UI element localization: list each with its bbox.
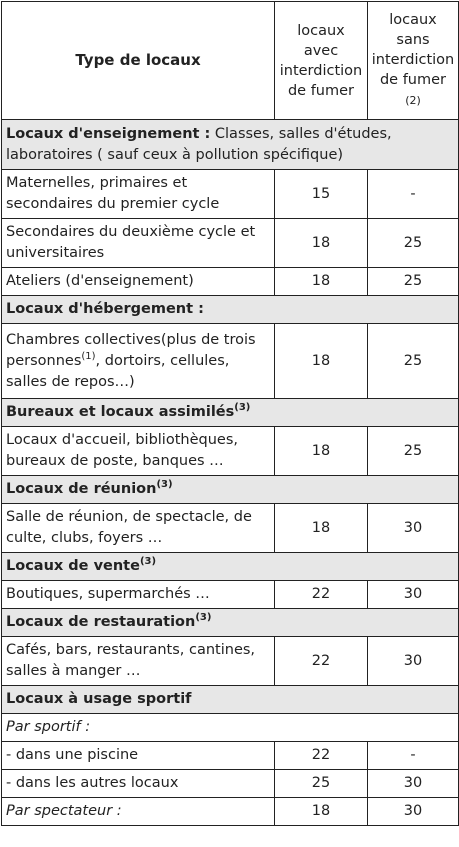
value-with-ban: 22	[274, 580, 368, 609]
row-label: Cafés, bars, restaurants, cantines, sall…	[1, 636, 275, 686]
value-without-ban: 30	[367, 769, 459, 798]
row-label: Boutiques, supermarchés …	[1, 580, 275, 609]
category-title: Locaux de réunion	[6, 481, 157, 497]
category-vente: Locaux de vente(3)	[1, 552, 459, 581]
header-with-ban-l4: de fumer	[287, 82, 355, 99]
footnote-ref: (1)	[81, 350, 96, 362]
value-without-ban: 25	[367, 426, 459, 476]
category-bureaux: Bureaux et locaux assimilés(3)	[1, 398, 459, 427]
table-row: Locaux d'accueil, bibliothèques, bureaux…	[1, 426, 459, 476]
category-row-sportif: Locaux à usage sportif	[1, 685, 459, 714]
value-without-ban: 25	[367, 267, 459, 296]
row-label: Par spectateur :	[1, 797, 275, 826]
table-row: - dans une piscine 22 -	[1, 741, 459, 770]
row-label: Ateliers (d'enseignement)	[1, 267, 275, 296]
category-enseignement: Locaux d'enseignement : Classes, salles …	[1, 119, 459, 170]
header-without-ban-l4: de fumer	[379, 72, 447, 88]
header-with-ban-l3: interdiction	[279, 62, 363, 79]
row-label: Maternelles, primaires et secondaires du…	[1, 169, 275, 219]
category-reunion: Locaux de réunion(3)	[1, 475, 459, 504]
category-sportif: Locaux à usage sportif	[1, 685, 459, 714]
row-label: - dans les autres locaux	[1, 769, 275, 798]
table-row: Chambres collectives(plus de trois perso…	[1, 323, 459, 399]
category-title: Locaux de restauration	[6, 614, 196, 630]
category-row-restauration: Locaux de restauration(3)	[1, 608, 459, 637]
value-without-ban: 30	[367, 503, 459, 553]
footnote-ref: (3)	[234, 402, 251, 414]
category-row-reunion: Locaux de réunion(3)	[1, 475, 459, 504]
value-with-ban: 18	[274, 503, 368, 553]
table-row: Cafés, bars, restaurants, cantines, sall…	[1, 636, 459, 686]
table-row: Ateliers (d'enseignement) 18 25	[1, 267, 459, 296]
value-with-ban: 18	[274, 267, 368, 296]
row-label: Secondaires du deuxième cycle et univers…	[1, 218, 275, 268]
air-flow-table: Type de locaux locaux avec interdiction …	[1, 1, 459, 826]
header-without-ban-l3: interdiction	[371, 52, 455, 68]
value-without-ban: 30	[367, 580, 459, 609]
footnote-ref: (3)	[156, 479, 173, 491]
header-with-ban-l2: avec	[303, 42, 339, 59]
value-without-ban: 30	[367, 797, 459, 826]
value-without-ban: 25	[367, 323, 459, 399]
category-hebergement: Locaux d'hébergement :	[1, 295, 459, 324]
header-without-ban-l2: sans	[396, 32, 430, 48]
header-note: (2)	[405, 94, 421, 107]
row-label: Chambres collectives(plus de trois perso…	[1, 323, 275, 399]
table-row: Secondaires du deuxième cycle et univers…	[1, 218, 459, 268]
category-restauration: Locaux de restauration(3)	[1, 608, 459, 637]
category-desc: Classes, salles d'études, laboratoires (…	[6, 125, 392, 163]
subheading-par-sportif: Par sportif :	[1, 713, 459, 742]
value-without-ban: 30	[367, 636, 459, 686]
row-label: - dans une piscine	[1, 741, 275, 770]
category-title: Locaux de vente	[6, 558, 140, 574]
header-without-ban-l1: locaux	[389, 12, 437, 28]
category-row-vente: Locaux de vente(3)	[1, 552, 459, 581]
value-with-ban: 25	[274, 769, 368, 798]
table-row: Salle de réunion, de spectacle, de culte…	[1, 503, 459, 553]
header-type: Type de locaux	[1, 1, 275, 120]
category-row-enseignement: Locaux d'enseignement : Classes, salles …	[1, 119, 459, 170]
header-row: Type de locaux locaux avec interdiction …	[1, 1, 459, 120]
subheading-row: Par sportif :	[1, 713, 459, 742]
header-without-ban: locaux sans interdiction de fumer (2)	[367, 1, 459, 120]
value-with-ban: 22	[274, 741, 368, 770]
footnote-ref: (3)	[195, 612, 212, 624]
value-with-ban: 15	[274, 169, 368, 219]
category-title: Locaux à usage sportif	[6, 691, 192, 707]
row-label-part-a: Chambres collectives(plus de trois perso…	[6, 331, 256, 369]
row-label-part-b: , dortoirs, cellules, salles de repos…)	[6, 352, 230, 390]
category-row-hebergement: Locaux d'hébergement :	[1, 295, 459, 324]
value-with-ban: 18	[274, 323, 368, 399]
header-with-ban: locaux avec interdiction de fumer	[274, 1, 368, 120]
header-with-ban-l1: locaux	[297, 22, 345, 39]
category-row-bureaux: Bureaux et locaux assimilés(3)	[1, 398, 459, 427]
category-title: Locaux d'hébergement :	[6, 301, 204, 317]
row-label: Locaux d'accueil, bibliothèques, bureaux…	[1, 426, 275, 476]
value-with-ban: 18	[274, 797, 368, 826]
value-with-ban: 18	[274, 426, 368, 476]
value-without-ban: 25	[367, 218, 459, 268]
value-with-ban: 18	[274, 218, 368, 268]
value-without-ban: -	[367, 169, 459, 219]
row-label: Salle de réunion, de spectacle, de culte…	[1, 503, 275, 553]
value-with-ban: 22	[274, 636, 368, 686]
table-row: Par spectateur : 18 30	[1, 797, 459, 826]
table-row: Boutiques, supermarchés … 22 30	[1, 580, 459, 609]
footnote-ref: (3)	[139, 556, 157, 568]
table-row: - dans les autres locaux 25 30	[1, 769, 459, 798]
category-title: Locaux d'enseignement :	[6, 125, 211, 142]
table-row: Maternelles, primaires et secondaires du…	[1, 169, 459, 219]
category-title: Bureaux et locaux assimilés	[6, 404, 235, 420]
value-without-ban: -	[367, 741, 459, 770]
